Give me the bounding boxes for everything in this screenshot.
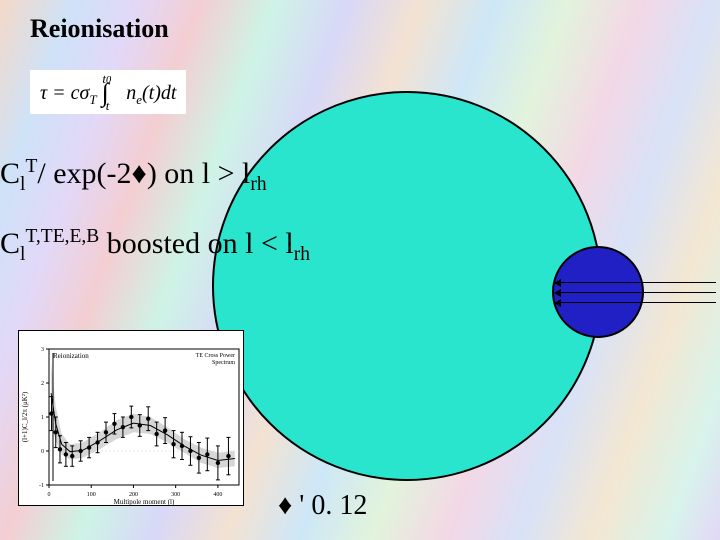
l1-mid: / exp(-2 [37, 157, 131, 190]
tau-formula: τ = cσT ∫tt0 ne(t)dt [30, 70, 186, 114]
l2-sub2: rh [294, 244, 310, 265]
l2-sub1: l [20, 244, 25, 265]
svg-text:100: 100 [87, 492, 96, 498]
svg-text:3: 3 [41, 347, 44, 353]
l2-prefix: C [0, 227, 20, 260]
svg-text:Spectrum: Spectrum [212, 360, 235, 366]
slide-title: Reionisation [30, 14, 169, 44]
svg-text:400: 400 [213, 492, 222, 498]
formula-text: τ = cσT ∫tt0 ne(t)dt [40, 82, 176, 104]
svg-text:TE Cross Power: TE Cross Power [196, 353, 235, 359]
equation-line-2: ClT,TE,E,B boosted on l < lrh [0, 226, 310, 266]
te-power-spectrum-chart: 0100200300400-10123Multipole moment (l)(… [18, 330, 244, 506]
svg-text:0: 0 [48, 492, 51, 498]
l1-sub1: l [20, 174, 25, 195]
svg-text:Reionization: Reionization [53, 352, 89, 360]
svg-text:1: 1 [41, 415, 44, 421]
l2-mid: boosted on l < l [99, 227, 293, 260]
l2-sup1: T,TE,E,B [25, 226, 99, 247]
l1-sup1: T [25, 156, 37, 177]
chart-svg: 0100200300400-10123Multipole moment (l)(… [19, 331, 243, 505]
svg-text:2: 2 [41, 381, 44, 387]
tau-value-note: ♦ ' 0. 12 [278, 490, 367, 522]
svg-text:Multipole moment (l): Multipole moment (l) [114, 498, 175, 505]
svg-text:(l+1)C_l/2π (μK²): (l+1)C_l/2π (μK²) [21, 391, 29, 442]
photon-arrow [560, 302, 716, 303]
l1-diamond: ♦ [132, 157, 147, 190]
photon-arrow [560, 282, 716, 283]
reionisation-sphere [212, 91, 602, 481]
svg-text:-1: -1 [39, 483, 44, 489]
tau-text: ' 0. 12 [292, 490, 367, 521]
l1-sub2: rh [250, 174, 266, 195]
svg-text:0: 0 [41, 449, 44, 455]
photon-arrow [560, 292, 716, 293]
l1-suffix: ) on l > l [147, 157, 251, 190]
l1-prefix: C [0, 157, 20, 190]
equation-line-1: ClT/ exp(-2♦) on l > lrh [0, 156, 267, 196]
tau-diamond: ♦ [278, 490, 292, 521]
